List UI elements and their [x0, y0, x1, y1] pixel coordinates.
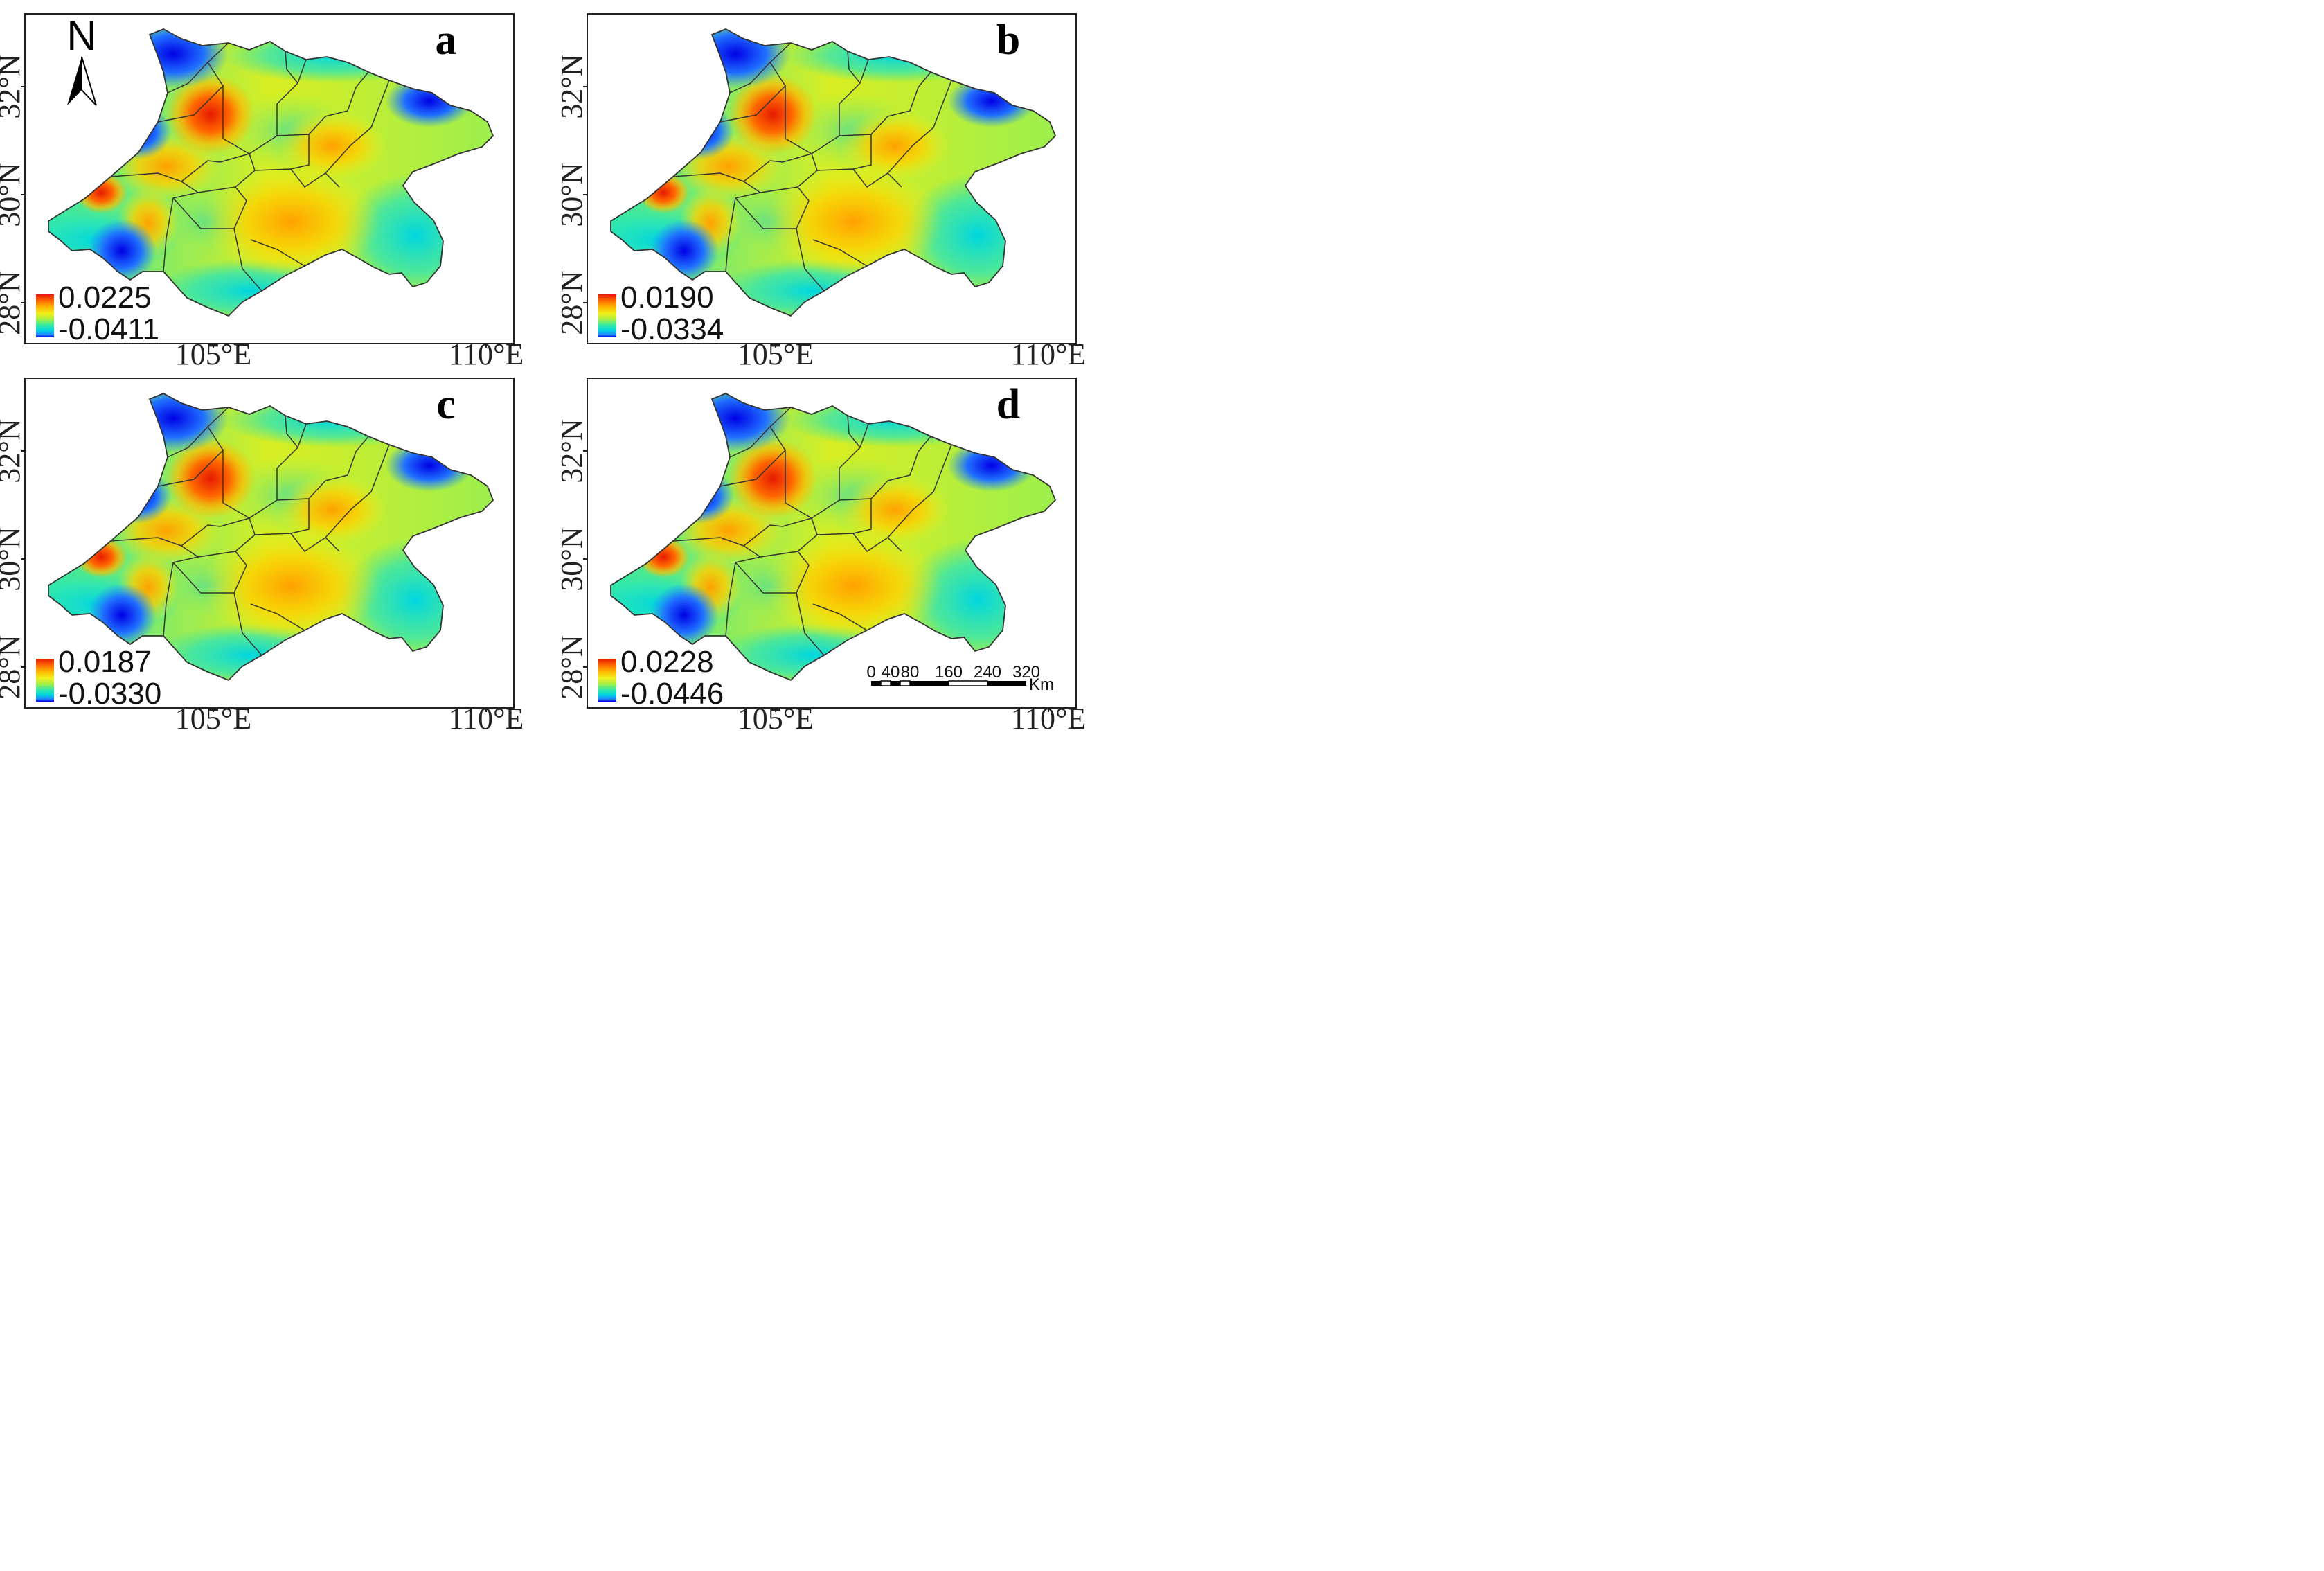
scale-segment — [948, 680, 988, 686]
legend: 0.0187 -0.0330 — [36, 645, 161, 711]
legend: 0.0228 -0.0446 — [598, 645, 724, 711]
panel-label: c — [436, 381, 456, 428]
legend-min: -0.0334 — [620, 312, 724, 346]
lat-tick-28: 28°N — [555, 634, 589, 699]
legend-min: -0.0411 — [58, 312, 159, 346]
latitude-ticks: 28°N 30°N 32°N — [555, 418, 589, 699]
panel-label: b — [996, 17, 1020, 64]
lat-tick-32: 32°N — [555, 418, 589, 483]
map-panel-a: a N 0.0225 -0.0411 28°N 30°N 32°N 105°E … — [0, 12, 524, 371]
legend-max: 0.0225 — [58, 281, 152, 314]
legend-colorbar — [36, 659, 54, 702]
scale-tick-80: 80 — [901, 663, 920, 682]
longitude-ticks: 105°E 110°E — [738, 337, 1087, 371]
legend-colorbar — [598, 659, 616, 702]
north-arrow-label: N — [66, 12, 96, 59]
scale-segment — [891, 681, 900, 686]
latitude-ticks: 28°N 30°N 32°N — [0, 54, 26, 335]
scale-segment — [880, 680, 891, 686]
north-arrow: N — [66, 12, 97, 106]
longitude-ticks: 105°E 110°E — [175, 702, 524, 736]
lon-tick-110: 110°E — [449, 702, 524, 736]
legend: 0.0190 -0.0334 — [598, 281, 724, 346]
scale-bar: 0 40 80 160 240 320 Km — [866, 663, 1054, 694]
legend-colorbar — [598, 294, 616, 337]
panel-label: d — [996, 381, 1020, 428]
lat-tick-32: 32°N — [0, 418, 26, 483]
legend-max: 0.0187 — [58, 645, 152, 679]
lon-tick-105: 105°E — [738, 337, 814, 371]
latitude-ticks: 28°N 30°N 32°N — [555, 54, 589, 335]
north-arrow-right-icon — [81, 56, 97, 106]
lat-tick-32: 32°N — [0, 54, 26, 118]
scale-tick-160: 160 — [935, 663, 963, 682]
lon-tick-105: 105°E — [175, 702, 251, 736]
legend-max: 0.0190 — [620, 281, 714, 314]
legend-min: -0.0330 — [58, 677, 161, 711]
scale-tick-0: 0 — [866, 663, 875, 682]
scale-unit: Km — [1029, 675, 1054, 694]
scale-tick-40: 40 — [882, 663, 900, 682]
scale-tick-240: 240 — [974, 663, 1001, 682]
lat-tick-30: 30°N — [555, 526, 589, 591]
north-arrow-left-icon — [67, 57, 82, 105]
lat-tick-28: 28°N — [0, 270, 26, 335]
lat-tick-28: 28°N — [0, 634, 26, 699]
lat-tick-30: 30°N — [0, 162, 26, 227]
legend-min: -0.0446 — [620, 677, 724, 711]
legend: 0.0225 -0.0411 — [36, 281, 159, 346]
scale-segment — [900, 680, 911, 686]
lat-tick-32: 32°N — [555, 54, 589, 118]
legend-colorbar — [36, 294, 54, 337]
lat-tick-30: 30°N — [555, 162, 589, 227]
lon-tick-105: 105°E — [738, 702, 814, 736]
map-panel-d: d 0.0228 -0.0446 0 40 80 160 240 320 Km — [555, 378, 1086, 736]
longitude-ticks: 105°E 110°E — [175, 337, 524, 371]
lon-tick-110: 110°E — [449, 337, 524, 371]
map-panel-b: b 0.0190 -0.0334 28°N 30°N 32°N 105°E 11… — [555, 13, 1087, 371]
scale-tick-320: 320 — [1012, 663, 1040, 682]
scale-segment — [987, 681, 1026, 686]
scale-segment — [910, 681, 949, 686]
map-panel-c: c 0.0187 -0.0330 28°N 30°N 32°N 105°E 11… — [0, 378, 524, 736]
latitude-ticks: 28°N 30°N 32°N — [0, 418, 26, 699]
legend-max: 0.0228 — [620, 645, 714, 679]
longitude-ticks: 105°E 110°E — [738, 702, 1087, 736]
lon-tick-105: 105°E — [175, 337, 251, 371]
lat-tick-28: 28°N — [555, 270, 589, 335]
lat-tick-30: 30°N — [0, 526, 26, 591]
lon-tick-110: 110°E — [1011, 337, 1087, 371]
panel-label: a — [436, 17, 457, 64]
scale-segment — [871, 681, 881, 686]
lon-tick-110: 110°E — [1011, 702, 1087, 736]
